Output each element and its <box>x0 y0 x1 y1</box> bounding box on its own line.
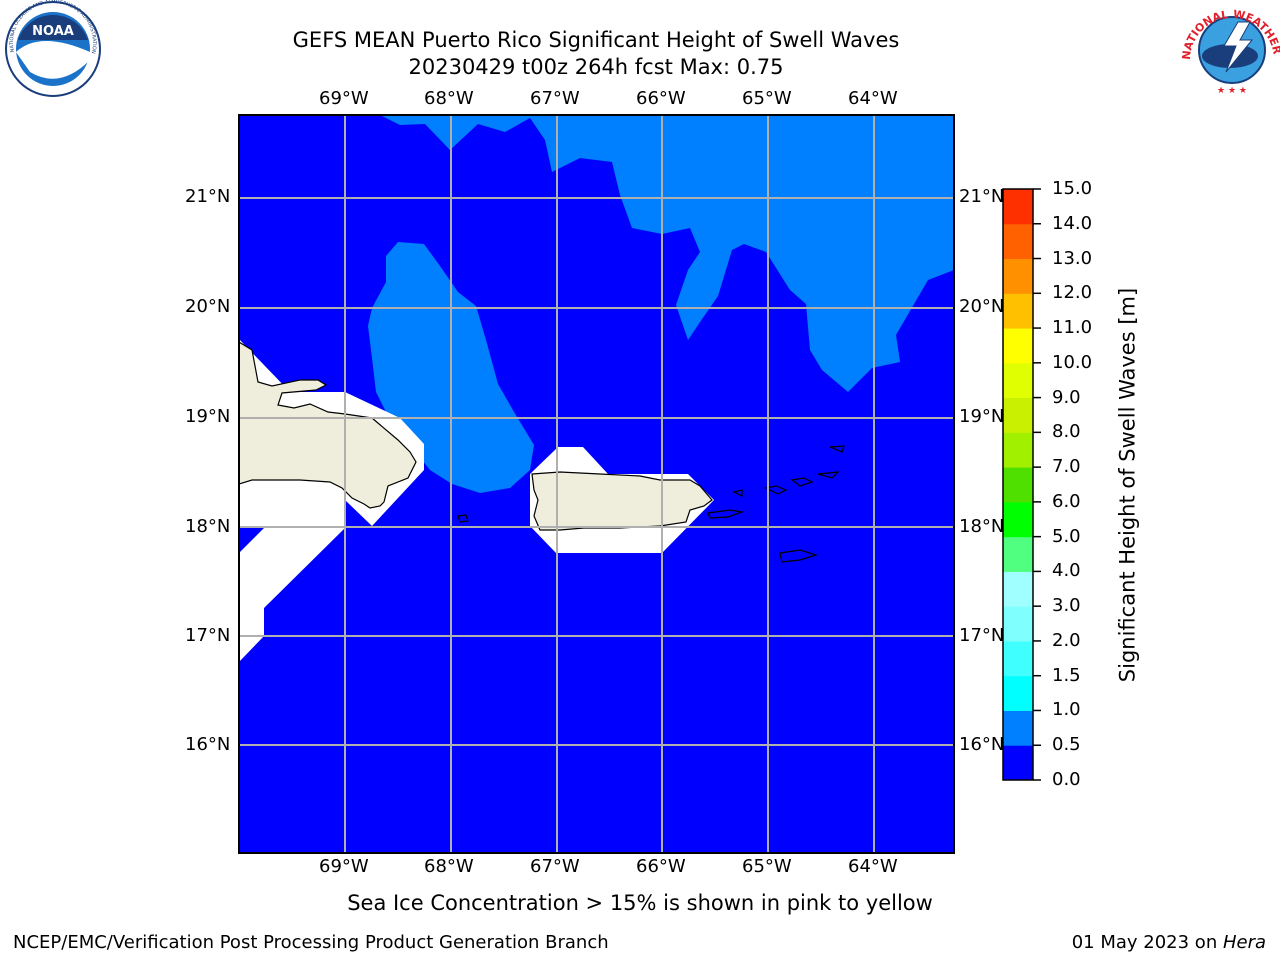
nws-logo-icon: NATIONAL WEATHER SERVICE ★ ★ ★ <box>0 0 1280 96</box>
lat-label-left: 18°N <box>185 516 231 537</box>
colorbar-segment <box>1003 675 1033 711</box>
colorbar-label: Significant Height of Swell Waves [m] <box>1115 287 1140 683</box>
lat-label-right: 20°N <box>959 296 1005 317</box>
colorbar-tick-label: 10.0 <box>1052 351 1093 373</box>
colorbar-tick-label: 6.0 <box>1052 490 1081 512</box>
lon-label-top: 66°W <box>636 88 686 109</box>
lat-label-right: 21°N <box>959 186 1005 207</box>
colorbar-tick-label: 14.0 <box>1052 212 1093 234</box>
lat-label-left: 17°N <box>185 625 231 646</box>
colorbar-segment <box>1003 467 1033 503</box>
lat-label-right: 16°N <box>959 734 1005 755</box>
svg-text:★ ★ ★: ★ ★ ★ <box>1217 86 1247 96</box>
lon-label-bottom: 69°W <box>319 856 369 877</box>
footer-date-text: 01 May 2023 on <box>1071 932 1223 953</box>
colorbar-segment <box>1003 432 1033 468</box>
colorbar-tick-label: 7.0 <box>1052 456 1081 478</box>
colorbar-frame <box>1002 188 1034 781</box>
lat-label-left: 20°N <box>185 296 231 317</box>
map-area <box>239 115 954 853</box>
colorbar-segment <box>1003 536 1033 572</box>
colorbar-segment <box>1003 571 1033 607</box>
lat-label-right: 17°N <box>959 625 1005 646</box>
lat-label-right: 19°N <box>959 406 1005 427</box>
lon-label-bottom: 66°W <box>636 856 686 877</box>
lat-label-right: 18°N <box>959 516 1005 537</box>
colorbar-tick-label: 11.0 <box>1052 317 1093 339</box>
colorbar-segment <box>1003 258 1033 294</box>
land-puerto-rico <box>531 471 713 531</box>
footer-machine: Hera <box>1222 932 1266 953</box>
colorbar-segment <box>1003 397 1033 433</box>
lon-label-top: 65°W <box>742 88 792 109</box>
noaa-logo-text: NOAA <box>32 24 74 39</box>
colorbar-segment <box>1003 606 1033 642</box>
colorbar-tick-label: 2.0 <box>1052 629 1081 651</box>
colorbar-segment <box>1003 223 1033 260</box>
colorbar-tick-label: 13.0 <box>1052 247 1093 269</box>
map-frame <box>238 114 955 854</box>
lon-label-top: 64°W <box>848 88 898 109</box>
colorbar-segment <box>1003 745 1033 781</box>
colorbar-tick-label: 12.0 <box>1052 282 1093 304</box>
lon-label-bottom: 67°W <box>530 856 580 877</box>
sea-ice-note: Sea Ice Concentration > 15% is shown in … <box>347 891 933 915</box>
chart-subtitle: 20230429 t00z 264h fcst Max: 0.75 <box>408 55 784 79</box>
map-gridlines <box>239 115 954 853</box>
lat-label-left: 16°N <box>185 734 231 755</box>
lon-label-bottom: 68°W <box>424 856 474 877</box>
noaa-logo-icon: NOAA NATIONAL OCEANIC AND ATMOSPHERIC AD… <box>5 0 101 97</box>
lat-label-left: 19°N <box>185 406 231 427</box>
mask-west-strip <box>239 528 345 662</box>
colorbar-segment <box>1003 710 1033 746</box>
lon-label-bottom: 65°W <box>742 856 792 877</box>
colorbar-tick-label: 5.0 <box>1052 525 1081 547</box>
colorbar-tick-label: 0.5 <box>1052 734 1081 756</box>
colorbar-segment <box>1003 328 1033 364</box>
land-hispaniola <box>239 341 417 509</box>
nws-logo-text: NATIONAL WEATHER SERVICE <box>0 0 1280 60</box>
footer-date: 01 May 2023 on Hera <box>1072 932 1266 953</box>
colorbar-segment <box>1003 293 1033 329</box>
lon-label-bottom: 64°W <box>848 856 898 877</box>
lon-label-top: 68°W <box>424 88 474 109</box>
colorbar-segment <box>1003 640 1033 677</box>
colorbar-tick-label: 0.0 <box>1052 769 1081 790</box>
colorbar-tick-label: 1.5 <box>1052 664 1081 686</box>
colorbar-segment <box>1003 189 1033 225</box>
colorbar-tick-label: 1.0 <box>1052 699 1081 721</box>
lon-label-top: 67°W <box>530 88 580 109</box>
footer-branch: NCEP/EMC/Verification Post Processing Pr… <box>13 932 609 953</box>
lon-label-top: 69°W <box>319 88 369 109</box>
swell-contour-north <box>380 115 954 392</box>
colorbar-tick-label: 9.0 <box>1052 386 1081 408</box>
colorbar-tick-label: 15.0 <box>1052 178 1093 199</box>
colorbar-tick-label: 4.0 <box>1052 560 1081 582</box>
colorbar-segment <box>1003 501 1033 538</box>
colorbar <box>1003 188 1041 781</box>
colorbar-tick-label: 3.0 <box>1052 595 1081 617</box>
colorbar-segment <box>1003 362 1033 399</box>
lat-label-left: 21°N <box>185 186 231 207</box>
colorbar-tick-label: 8.0 <box>1052 421 1081 443</box>
chart-title: GEFS MEAN Puerto Rico Significant Height… <box>292 28 900 52</box>
